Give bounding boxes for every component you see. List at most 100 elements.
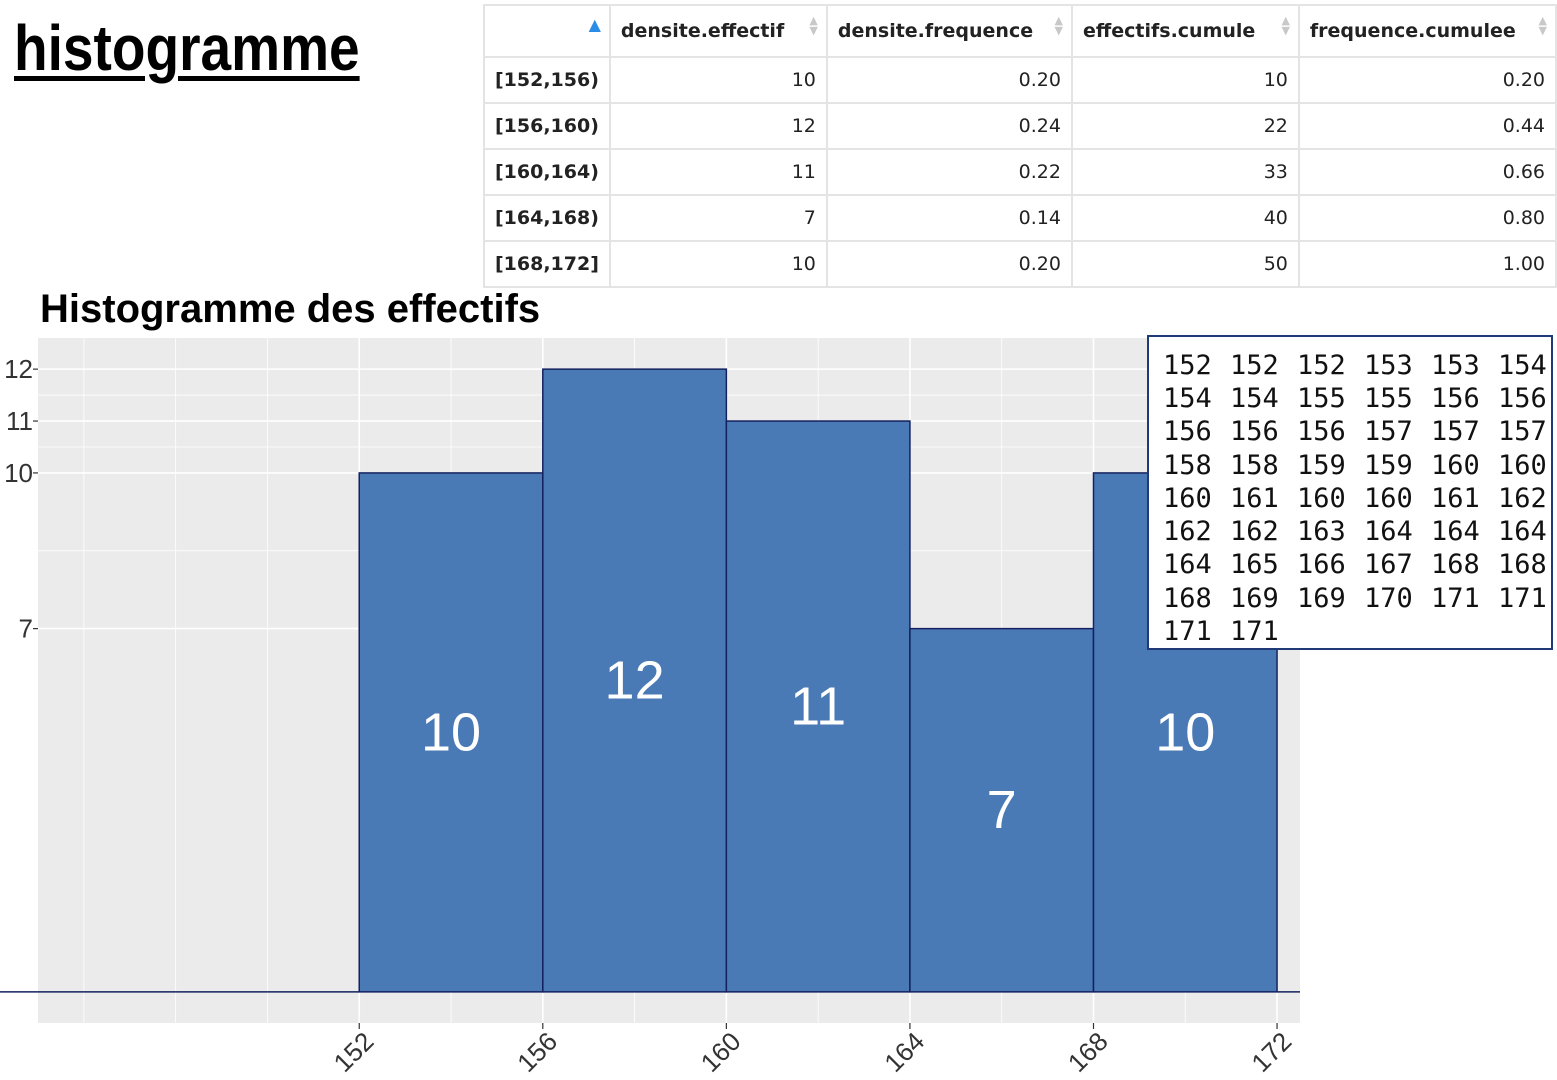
data-value: 156 (1431, 383, 1480, 415)
y-tick-label: 12 (4, 354, 33, 384)
data-value: 164 (1431, 516, 1480, 548)
x-tick-label: 164 (878, 1026, 930, 1078)
data-value: 155 (1297, 383, 1346, 415)
table-cell: 0.80 (1297, 194, 1557, 242)
table-cell: 7 (608, 194, 828, 242)
histogram-bar (725, 420, 911, 993)
x-tick-label: 152 (328, 1026, 380, 1078)
table-cell: 0.20 (1297, 56, 1557, 104)
bar-data-label: 12 (605, 651, 665, 711)
x-tick-label: 168 (1062, 1026, 1114, 1078)
data-value: 167 (1364, 549, 1413, 581)
data-value: 152 (1297, 350, 1346, 381)
data-value: 168 (1498, 549, 1547, 581)
data-value: 164 (1364, 516, 1413, 548)
chart-title: Histogramme des effectifs (40, 287, 541, 331)
data-value: 164 (1498, 516, 1547, 548)
data-value: 171 (1163, 615, 1212, 647)
data-value: 161 (1230, 482, 1279, 514)
table-cell: 10 (608, 56, 828, 104)
data-value: 158 (1230, 449, 1279, 481)
sort-icon[interactable]: ▲ ▼ (1538, 14, 1547, 37)
data-value: 169 (1297, 582, 1346, 614)
table-cell: 40 (1070, 194, 1300, 242)
column-header-densite-frequence[interactable]: densite.frequence ▲ ▼ (825, 4, 1073, 58)
data-value: 160 (1498, 449, 1547, 481)
row-label: [156,160) (483, 102, 611, 150)
data-value: 162 (1163, 516, 1212, 548)
sort-icon[interactable]: ▲ ▼ (1281, 14, 1290, 37)
table-cell: 22 (1070, 102, 1300, 150)
data-value: 170 (1364, 582, 1413, 614)
data-value: 157 (1498, 416, 1547, 448)
y-tick-label: 11 (6, 406, 33, 436)
table-cell: 0.14 (825, 194, 1073, 242)
data-value: 164 (1163, 549, 1212, 581)
data-value: 161 (1431, 482, 1480, 514)
data-value: 165 (1230, 549, 1279, 581)
data-value: 157 (1431, 416, 1480, 448)
data-value: 160 (1431, 449, 1480, 481)
table-header-row: ▲ densite.effectif ▲ ▼ densite.frequence … (483, 4, 1557, 58)
table-cell: 1.00 (1297, 240, 1557, 288)
data-value: 156 (1163, 416, 1212, 448)
x-tick-label: 172 (1245, 1026, 1297, 1078)
table-cell: 12 (608, 102, 828, 150)
data-value: 154 (1498, 350, 1547, 381)
raw-data-list: 152 152 152 153 153 154 154 154 155 155 156 156 156 1… (1147, 335, 1553, 650)
bar-data-label: 11 (790, 676, 846, 736)
data-value: 168 (1163, 582, 1212, 614)
column-header-densite-effectif[interactable]: densite.effectif ▲ ▼ (608, 4, 828, 58)
data-value: 156 (1230, 416, 1279, 448)
table-cell: 11 (608, 148, 828, 196)
table-cell: 0.20 (825, 56, 1073, 104)
table-cell: 50 (1070, 240, 1300, 288)
y-tick-label: 7 (19, 614, 33, 644)
table-cell: 0.22 (825, 148, 1073, 196)
data-value: 166 (1297, 549, 1346, 581)
sort-icon[interactable]: ▲ ▼ (809, 14, 818, 37)
frequency-table-panel: ▲ densite.effectif ▲ ▼ densite.frequence … (483, 0, 1557, 290)
table-row: [164,168) 7 0.14 40 0.80 (483, 194, 1557, 242)
data-value: 153 (1431, 350, 1480, 381)
data-value: 154 (1163, 383, 1212, 415)
data-value: 160 (1163, 482, 1212, 514)
row-label: [152,156) (483, 56, 611, 104)
data-value: 159 (1297, 449, 1346, 481)
data-value: 162 (1498, 482, 1547, 514)
column-header-frequence-cumulee[interactable]: frequence.cumulee ▲ ▼ (1297, 4, 1557, 58)
table-cell: 0.44 (1297, 102, 1557, 150)
data-value: 169 (1230, 582, 1279, 614)
data-value: 168 (1431, 549, 1480, 581)
data-value: 156 (1498, 383, 1547, 415)
data-value: 153 (1364, 350, 1413, 381)
table-row: [160,164) 11 0.22 33 0.66 (483, 148, 1557, 196)
table-row: [152,156) 10 0.20 10 0.20 (483, 56, 1557, 104)
data-value: 155 (1364, 383, 1413, 415)
data-value: 160 (1364, 482, 1413, 514)
table-cell: 10 (1070, 56, 1300, 104)
y-tick-label: 10 (4, 458, 33, 488)
sort-ascending-icon[interactable]: ▲ (588, 15, 601, 34)
column-header-index[interactable]: ▲ (483, 4, 611, 58)
data-value: 171 (1431, 582, 1480, 614)
page-title: histogramme (14, 12, 360, 84)
table-cell: 0.24 (825, 102, 1073, 150)
table-cell: 33 (1070, 148, 1300, 196)
data-value: 157 (1364, 416, 1413, 448)
row-label: [160,164) (483, 148, 611, 196)
data-value: 152 (1163, 350, 1212, 381)
frequency-table: ▲ densite.effectif ▲ ▼ densite.frequence … (483, 4, 1557, 288)
table-row: [156,160) 12 0.24 22 0.44 (483, 102, 1557, 150)
sort-icon[interactable]: ▲ ▼ (1054, 14, 1063, 37)
data-value: 158 (1163, 449, 1212, 481)
bar-data-label: 10 (421, 702, 481, 762)
x-tick-label: 160 (695, 1026, 747, 1078)
x-tick-label: 156 (511, 1026, 563, 1078)
data-value: 160 (1297, 482, 1346, 514)
row-label: [168,172] (483, 240, 611, 288)
column-header-effectifs-cumule[interactable]: effectifs.cumule ▲ ▼ (1070, 4, 1300, 58)
data-value: 154 (1230, 383, 1279, 415)
row-label: [164,168) (483, 194, 611, 242)
